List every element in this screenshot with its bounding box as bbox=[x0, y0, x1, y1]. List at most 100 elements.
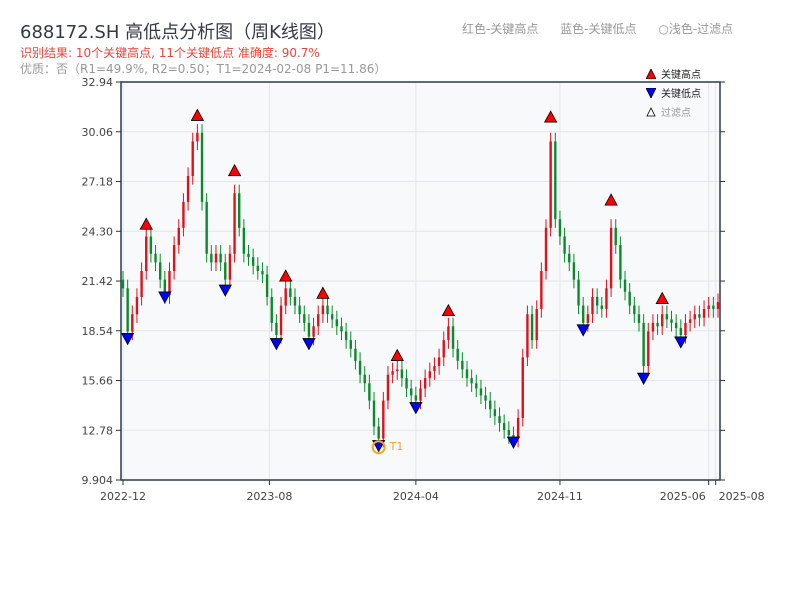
y-tick-label: 9.904 bbox=[82, 474, 114, 487]
y-tick-label: 12.78 bbox=[82, 424, 114, 437]
candle-body bbox=[693, 314, 696, 320]
key-high-marker bbox=[604, 193, 618, 206]
candle-body bbox=[502, 423, 506, 430]
blue-triangle-down-icon bbox=[646, 87, 656, 98]
candle-body bbox=[702, 309, 706, 318]
candle-body bbox=[312, 326, 315, 337]
candle-body bbox=[326, 305, 329, 315]
candle-body bbox=[628, 291, 631, 306]
candle-body bbox=[186, 175, 190, 202]
candle-body bbox=[540, 271, 543, 310]
candle-body bbox=[330, 314, 334, 320]
candle-body bbox=[219, 253, 222, 263]
candle-body bbox=[498, 416, 501, 424]
candle-body bbox=[684, 322, 687, 335]
candle-body bbox=[461, 360, 464, 370]
candle-body bbox=[554, 141, 557, 220]
candle-body bbox=[242, 227, 246, 254]
candle-body bbox=[205, 201, 208, 254]
candle-body bbox=[382, 400, 385, 439]
candle-body bbox=[391, 371, 394, 375]
candle-body bbox=[619, 245, 622, 280]
key-low-marker bbox=[218, 284, 232, 297]
candle-body bbox=[479, 388, 483, 396]
candle-body bbox=[182, 201, 185, 228]
candle-body bbox=[526, 314, 529, 358]
legend: 关键高点 关键低点 过滤点 bbox=[646, 64, 701, 121]
summary-text: 识别结果: 10个关键高点, 11个关键低点 准确度: 90.7% bbox=[20, 46, 320, 60]
candle-body bbox=[368, 383, 371, 401]
candle-body bbox=[228, 253, 232, 280]
legend-item-high: 关键高点 bbox=[646, 64, 701, 83]
key-low-marker bbox=[674, 336, 688, 349]
y-tick-label: 18.54 bbox=[82, 325, 114, 338]
key-high-marker bbox=[441, 303, 456, 317]
legend-label-filtered: 过滤点 bbox=[661, 108, 691, 119]
candle-body bbox=[535, 309, 538, 341]
key-high-marker bbox=[190, 108, 205, 121]
candle-body bbox=[191, 141, 194, 176]
candle-body bbox=[396, 369, 399, 372]
candle-body bbox=[456, 348, 459, 361]
key-low-marker bbox=[158, 291, 172, 304]
candle-body bbox=[447, 326, 450, 341]
key-high-marker bbox=[543, 110, 558, 123]
hint-filtered: ○浅色-过滤点 bbox=[658, 22, 734, 36]
candle-body bbox=[442, 340, 445, 358]
key-high-marker bbox=[316, 286, 330, 299]
candle-body bbox=[335, 319, 339, 327]
candle-body bbox=[372, 400, 376, 427]
candle-body bbox=[168, 271, 171, 296]
candle-body bbox=[363, 374, 366, 384]
candle-body bbox=[238, 193, 241, 228]
candle-body bbox=[475, 383, 478, 389]
candle-body bbox=[307, 322, 311, 337]
candle-body bbox=[605, 288, 608, 310]
chart-title: 688172.SH 高低点分析图（周K线图） bbox=[20, 22, 335, 43]
candle-body bbox=[591, 296, 594, 315]
candle-body bbox=[433, 366, 436, 372]
candle-body bbox=[172, 245, 176, 272]
candle-body bbox=[135, 296, 139, 315]
candle-body bbox=[423, 378, 427, 389]
candle-body bbox=[465, 369, 469, 379]
candle-body bbox=[210, 253, 213, 263]
candle-body bbox=[275, 322, 278, 335]
candle-body bbox=[661, 314, 664, 327]
candle-body bbox=[414, 395, 418, 401]
candle-body bbox=[405, 378, 408, 389]
key-low-marker bbox=[409, 402, 423, 415]
candle-body bbox=[251, 257, 255, 266]
candle-body bbox=[154, 253, 157, 263]
candle-body bbox=[349, 340, 352, 349]
candle-body bbox=[581, 305, 585, 323]
candle-body bbox=[647, 331, 650, 367]
legend-item-low: 关键低点 bbox=[646, 83, 701, 102]
candle-body bbox=[595, 296, 599, 306]
y-tick-label: 32.94 bbox=[82, 76, 114, 89]
candle-body bbox=[637, 314, 641, 323]
candle-body bbox=[586, 314, 590, 323]
key-low-marker bbox=[120, 332, 135, 346]
candle-body bbox=[289, 288, 292, 297]
key-high-marker bbox=[279, 269, 293, 282]
candle-body bbox=[670, 319, 673, 323]
candle-body bbox=[131, 314, 134, 332]
quality-text: 优质：否（R1=49.9%, R2=0.50；T1=2024-02-08 P1=… bbox=[20, 62, 387, 76]
key-high-marker bbox=[655, 291, 669, 304]
candle-body bbox=[354, 348, 357, 361]
candle-body bbox=[623, 279, 627, 292]
candle-body bbox=[544, 227, 548, 272]
y-tick-label: 30.06 bbox=[82, 126, 114, 139]
candle-body bbox=[256, 265, 260, 272]
candle-body bbox=[265, 274, 269, 297]
candle-body bbox=[665, 314, 669, 320]
candle-body bbox=[558, 219, 562, 237]
candle-body bbox=[340, 326, 343, 332]
candle-body bbox=[633, 305, 636, 315]
candle-body bbox=[163, 279, 167, 296]
color-hint: 红色-关键高点 蓝色-关键低点 ○浅色-过滤点 bbox=[462, 20, 751, 37]
x-tick-label: 2023-08 bbox=[246, 490, 292, 503]
candle-body bbox=[530, 314, 534, 341]
